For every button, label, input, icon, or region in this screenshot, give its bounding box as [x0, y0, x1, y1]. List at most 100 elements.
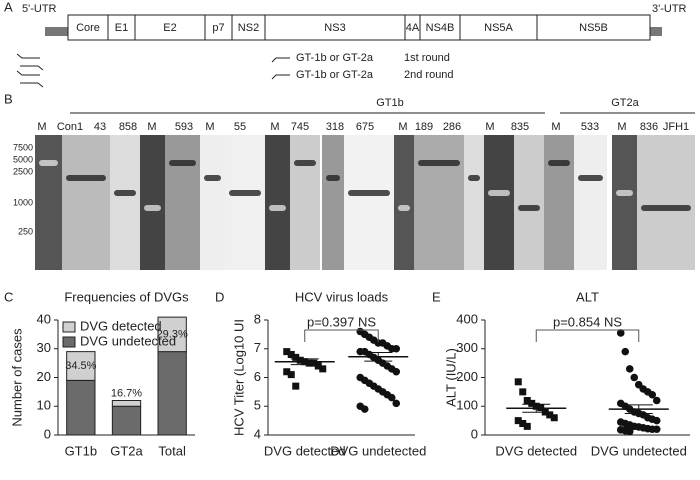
data-point [292, 353, 300, 361]
y-tick-label: 40 [37, 311, 51, 326]
y-tick-label: 10 [37, 398, 51, 413]
gel [514, 135, 544, 270]
gel [225, 135, 265, 270]
bar-segment [111, 400, 142, 407]
legend-swatch [62, 321, 76, 333]
chart-title: ALT [576, 289, 599, 304]
lane-label: 745 [291, 121, 309, 133]
lane-label: 55 [234, 121, 246, 133]
lane-label: M [485, 121, 494, 133]
gel-band [39, 160, 58, 166]
y-tick-label: 200 [456, 369, 478, 384]
group-label: GT2a [611, 97, 639, 109]
gel [62, 135, 110, 270]
data-point [514, 417, 522, 425]
panel-label: D [215, 289, 224, 304]
y-tick-label: 8 [254, 311, 261, 326]
gel-band [326, 175, 340, 181]
gel [165, 135, 200, 270]
primer-round: 2nd round [404, 69, 454, 81]
primer-arrow [16, 70, 40, 76]
primer-arrow [16, 53, 40, 59]
gene-label: E2 [163, 22, 176, 34]
gel-band [548, 160, 570, 166]
gel [464, 135, 484, 270]
data-point [519, 420, 527, 427]
lane-label: 318 [326, 121, 344, 133]
lane-label: M [398, 121, 407, 133]
gene-box [419, 14, 461, 41]
lane-label: JFH1 [663, 121, 689, 133]
data-point [630, 373, 639, 382]
bar-segment [157, 351, 187, 436]
lane-label: 675 [356, 121, 374, 133]
data-point [621, 347, 630, 356]
y-axis-label: HCV Titer (Log10 UI [231, 319, 246, 436]
y-axis-label: Number of cases [9, 328, 24, 427]
ladder-label: 7500 [13, 142, 33, 152]
gene-box [264, 14, 406, 41]
gel-band [294, 160, 316, 166]
y-tick-label: 20 [37, 369, 51, 384]
annotation: 29.3% [157, 328, 188, 340]
gel [612, 135, 637, 270]
ladder-label: 2500 [13, 166, 33, 176]
y-tick-label: 400 [456, 311, 478, 326]
gel [574, 135, 607, 270]
bar-segment [66, 351, 96, 381]
gel [637, 135, 695, 270]
gel [290, 135, 320, 270]
primer-round: 1st round [404, 52, 450, 64]
gel-band [641, 205, 691, 211]
significance-bracket [304, 329, 379, 342]
data-point [360, 405, 369, 413]
y-tick-label: 0 [44, 426, 51, 441]
data-point [519, 388, 527, 396]
gel-band [169, 160, 196, 166]
y-tick-label: 100 [456, 398, 478, 413]
lane-label: M [147, 121, 156, 133]
gel-band [578, 175, 603, 181]
gel-band [518, 205, 540, 211]
data-point [387, 393, 396, 402]
x-tick-label: DVG detected [264, 443, 346, 458]
bar-segment [66, 379, 96, 436]
gel [110, 135, 140, 270]
legend-label: DVG undetected [80, 333, 176, 348]
gel-band [114, 190, 136, 196]
primer-arrow [20, 65, 44, 71]
group-label: GT1b [376, 97, 404, 109]
gel-band [468, 175, 480, 181]
annotation: p=0.854 NS [553, 314, 622, 329]
ladder-label: 1000 [13, 197, 33, 207]
data-point [652, 425, 661, 434]
gel [414, 135, 464, 270]
gene-label: p7 [212, 22, 224, 34]
gene-label: NS3 [324, 22, 345, 34]
panel-label: B [4, 91, 13, 106]
data-point [283, 348, 291, 356]
gel-band [229, 190, 261, 196]
data-point [292, 382, 300, 390]
panel-label: C [4, 289, 13, 304]
data-point [296, 356, 304, 364]
data-point [392, 399, 401, 408]
primer-arrow [271, 74, 290, 80]
data-point [652, 396, 661, 405]
chart-title: Frequencies of DVGs [64, 289, 189, 304]
panel-label: E [432, 289, 441, 304]
data-point [392, 344, 401, 353]
lane-label: 593 [175, 121, 193, 133]
utr-label: 3'-UTR [652, 3, 687, 15]
gel [344, 135, 394, 270]
lane-label: 835 [511, 121, 529, 133]
data-point [528, 399, 536, 407]
x-tick-label: DVG detected [495, 443, 577, 458]
data-point [625, 365, 634, 373]
data-point [523, 422, 531, 430]
data-point [319, 365, 327, 373]
legend-swatch [62, 336, 76, 348]
gel [140, 135, 165, 270]
y-tick-label: 30 [37, 340, 51, 355]
